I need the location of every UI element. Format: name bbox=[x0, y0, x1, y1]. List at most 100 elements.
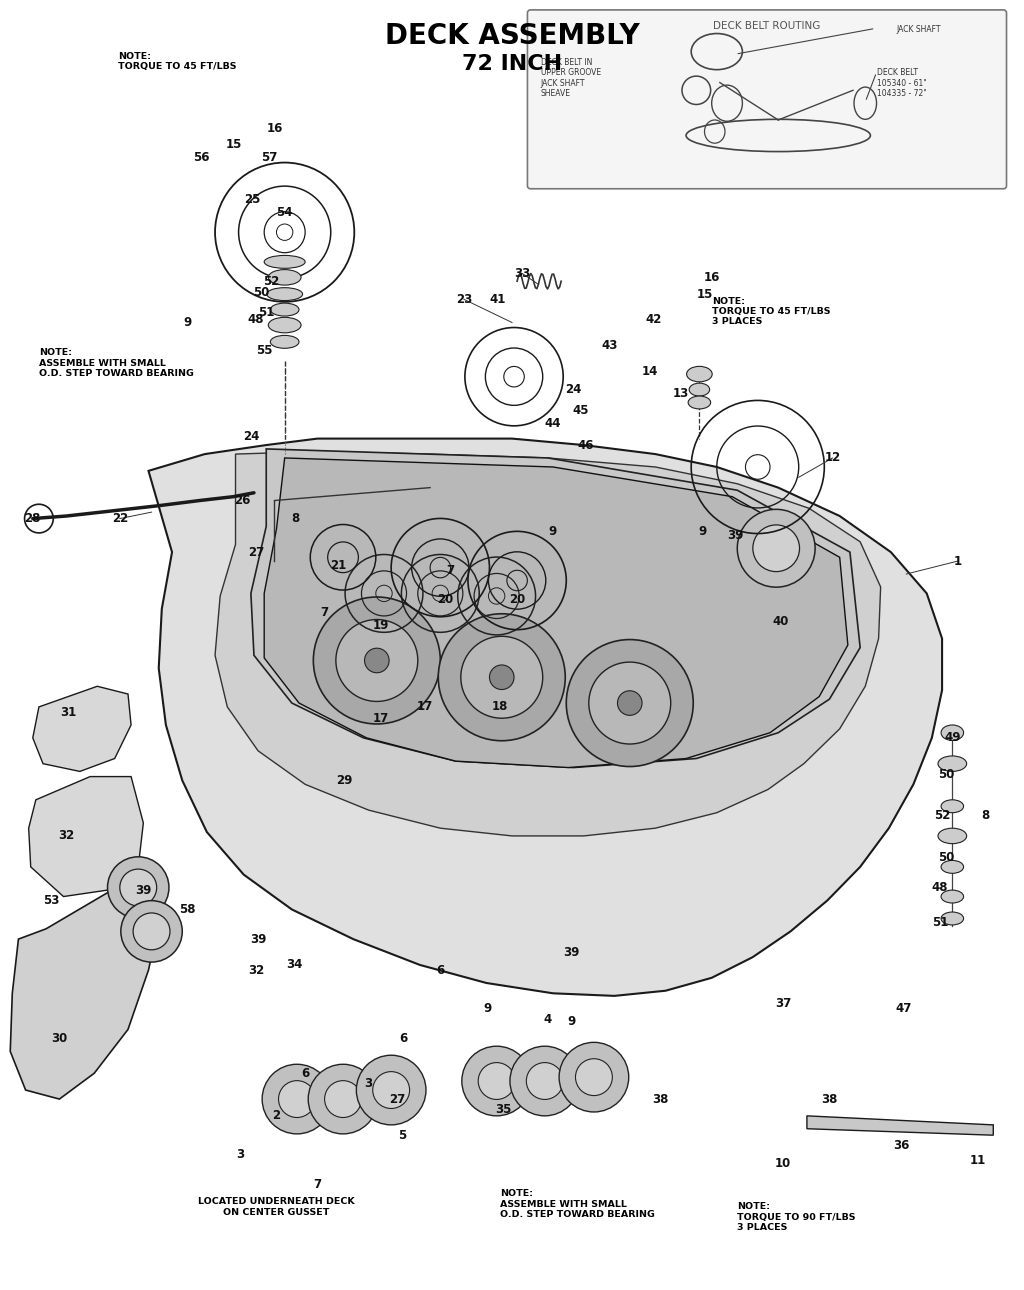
Text: 9: 9 bbox=[567, 1015, 575, 1028]
Text: 9: 9 bbox=[183, 316, 191, 329]
Text: 21: 21 bbox=[330, 559, 346, 571]
Text: 17: 17 bbox=[373, 712, 389, 725]
Ellipse shape bbox=[941, 890, 964, 903]
Circle shape bbox=[461, 636, 543, 719]
Text: 52: 52 bbox=[263, 275, 280, 288]
Text: 16: 16 bbox=[266, 123, 283, 135]
Text: 11: 11 bbox=[970, 1155, 986, 1167]
Circle shape bbox=[589, 662, 671, 744]
Text: 50: 50 bbox=[253, 286, 269, 299]
Ellipse shape bbox=[689, 383, 710, 396]
Circle shape bbox=[753, 525, 800, 571]
Polygon shape bbox=[215, 451, 881, 836]
Ellipse shape bbox=[938, 828, 967, 844]
Text: 10: 10 bbox=[774, 1157, 791, 1170]
Text: 39: 39 bbox=[563, 946, 580, 958]
Text: 9: 9 bbox=[483, 1002, 492, 1015]
Polygon shape bbox=[10, 875, 162, 1099]
Text: 6: 6 bbox=[399, 1032, 408, 1045]
Text: 38: 38 bbox=[821, 1093, 838, 1106]
Text: 18: 18 bbox=[492, 700, 508, 713]
Circle shape bbox=[325, 1081, 361, 1117]
Text: NOTE:
TORQUE TO 90 FT/LBS
3 PLACES: NOTE: TORQUE TO 90 FT/LBS 3 PLACES bbox=[737, 1202, 856, 1232]
Circle shape bbox=[108, 857, 169, 918]
Text: NOTE:
ASSEMBLE WITH SMALL
O.D. STEP TOWARD BEARING: NOTE: ASSEMBLE WITH SMALL O.D. STEP TOWA… bbox=[500, 1189, 654, 1219]
Text: 4: 4 bbox=[544, 1013, 552, 1026]
Text: 57: 57 bbox=[261, 151, 278, 164]
Text: 19: 19 bbox=[373, 619, 389, 632]
Text: 43: 43 bbox=[601, 339, 617, 352]
Text: 20: 20 bbox=[509, 593, 525, 606]
Text: 17: 17 bbox=[417, 700, 433, 713]
Text: 39: 39 bbox=[135, 884, 152, 897]
Circle shape bbox=[438, 614, 565, 740]
Text: LOCATED UNDERNEATH DECK
ON CENTER GUSSET: LOCATED UNDERNEATH DECK ON CENTER GUSSET bbox=[199, 1197, 354, 1216]
Text: 7: 7 bbox=[313, 1178, 322, 1191]
Text: 9: 9 bbox=[549, 525, 557, 538]
Text: 30: 30 bbox=[51, 1032, 68, 1045]
Text: 36: 36 bbox=[893, 1139, 909, 1152]
Text: NOTE:
ASSEMBLE WITH SMALL
O.D. STEP TOWARD BEARING: NOTE: ASSEMBLE WITH SMALL O.D. STEP TOWA… bbox=[39, 348, 194, 378]
Text: DECK BELT ROUTING: DECK BELT ROUTING bbox=[714, 21, 820, 31]
Ellipse shape bbox=[268, 317, 301, 333]
Circle shape bbox=[365, 648, 389, 673]
Text: 28: 28 bbox=[25, 512, 41, 525]
Text: 7: 7 bbox=[446, 564, 455, 577]
Text: 40: 40 bbox=[772, 615, 788, 628]
Text: 6: 6 bbox=[301, 1067, 309, 1080]
Text: 2: 2 bbox=[272, 1109, 281, 1122]
Ellipse shape bbox=[941, 800, 964, 813]
Ellipse shape bbox=[941, 725, 964, 740]
Text: 1: 1 bbox=[953, 555, 962, 568]
Circle shape bbox=[478, 1063, 515, 1099]
Text: 29: 29 bbox=[336, 774, 352, 787]
Text: 46: 46 bbox=[578, 439, 594, 451]
Text: 38: 38 bbox=[652, 1093, 669, 1106]
Circle shape bbox=[526, 1063, 563, 1099]
Circle shape bbox=[510, 1046, 580, 1116]
Text: 32: 32 bbox=[248, 964, 264, 977]
Circle shape bbox=[737, 510, 815, 587]
Text: 31: 31 bbox=[60, 706, 77, 719]
Text: 8: 8 bbox=[291, 512, 299, 525]
Text: NOTE:
TORQUE TO 45 FT/LBS: NOTE: TORQUE TO 45 FT/LBS bbox=[118, 52, 237, 71]
Text: 23: 23 bbox=[456, 293, 472, 306]
Ellipse shape bbox=[264, 255, 305, 268]
Text: 47: 47 bbox=[895, 1002, 911, 1015]
Text: 27: 27 bbox=[389, 1093, 406, 1106]
Text: 58: 58 bbox=[179, 903, 196, 916]
Ellipse shape bbox=[266, 288, 303, 301]
Text: 42: 42 bbox=[645, 313, 662, 326]
Circle shape bbox=[373, 1072, 410, 1108]
Text: 50: 50 bbox=[938, 768, 954, 780]
Ellipse shape bbox=[941, 860, 964, 873]
Circle shape bbox=[313, 597, 440, 724]
Text: 14: 14 bbox=[642, 365, 658, 378]
Text: 50: 50 bbox=[938, 851, 954, 864]
Ellipse shape bbox=[270, 303, 299, 316]
Circle shape bbox=[336, 619, 418, 702]
Text: 3: 3 bbox=[237, 1148, 245, 1161]
Text: 39: 39 bbox=[250, 933, 266, 946]
Text: 37: 37 bbox=[775, 997, 792, 1010]
Text: 39: 39 bbox=[727, 529, 743, 542]
Text: DECK ASSEMBLY: DECK ASSEMBLY bbox=[385, 22, 639, 50]
Text: 6: 6 bbox=[436, 964, 444, 977]
Text: 55: 55 bbox=[256, 344, 272, 357]
Text: 48: 48 bbox=[248, 313, 264, 326]
Circle shape bbox=[575, 1059, 612, 1095]
Text: 16: 16 bbox=[703, 271, 720, 284]
Polygon shape bbox=[29, 777, 143, 897]
Circle shape bbox=[133, 913, 170, 949]
Text: 25: 25 bbox=[244, 194, 260, 206]
Circle shape bbox=[559, 1042, 629, 1112]
Text: 15: 15 bbox=[696, 288, 713, 301]
FancyBboxPatch shape bbox=[527, 10, 1007, 188]
Text: 15: 15 bbox=[225, 138, 242, 151]
Ellipse shape bbox=[688, 396, 711, 409]
Text: DECK BELT
105340 - 61"
104335 - 72": DECK BELT 105340 - 61" 104335 - 72" bbox=[877, 68, 927, 98]
Text: 24: 24 bbox=[565, 383, 582, 396]
Circle shape bbox=[356, 1055, 426, 1125]
Text: NOTE:
TORQUE TO 45 FT/LBS
3 PLACES: NOTE: TORQUE TO 45 FT/LBS 3 PLACES bbox=[712, 297, 830, 326]
Text: 48: 48 bbox=[932, 881, 948, 894]
